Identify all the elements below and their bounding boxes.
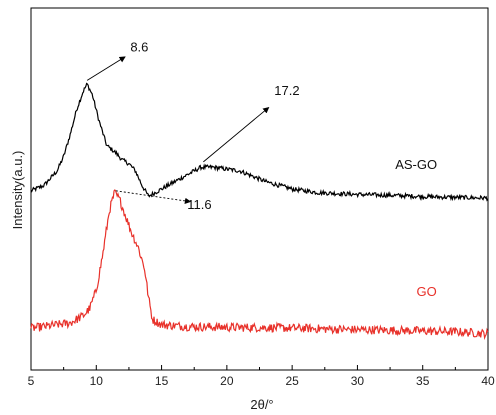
annotation-arrow — [203, 106, 270, 163]
series-line-go — [30, 189, 489, 341]
x-tick-label: 25 — [285, 374, 299, 388]
series-label-as-go: AS-GO — [395, 157, 437, 172]
x-axis-title: 2θ/° — [250, 397, 273, 412]
x-tick-label: 20 — [220, 374, 234, 388]
annotation-layer: 8.6 17.2 11.6 — [86, 39, 300, 212]
annotation-arrow — [86, 56, 126, 81]
annotation-label: 8.6 — [130, 39, 148, 54]
annotation-label: 17.2 — [274, 83, 299, 98]
x-tick-label: 5 — [28, 374, 35, 388]
x-tick-label: 35 — [416, 374, 430, 388]
series-label-go: GO — [417, 284, 437, 299]
series-line-as-go — [30, 82, 489, 202]
annotation-label: 11.6 — [187, 197, 211, 212]
y-axis-title: Intensity(a.u.) — [10, 151, 25, 230]
x-tick-label: 30 — [351, 374, 365, 388]
x-axis: 5 10 15 20 25 30 35 40 — [28, 365, 495, 388]
x-tick-label: 15 — [155, 374, 169, 388]
x-tick-label: 40 — [481, 374, 495, 388]
series-layer: AS-GO GO — [30, 82, 489, 341]
annotation-arrow — [115, 190, 192, 205]
x-tick-label: 10 — [90, 374, 104, 388]
